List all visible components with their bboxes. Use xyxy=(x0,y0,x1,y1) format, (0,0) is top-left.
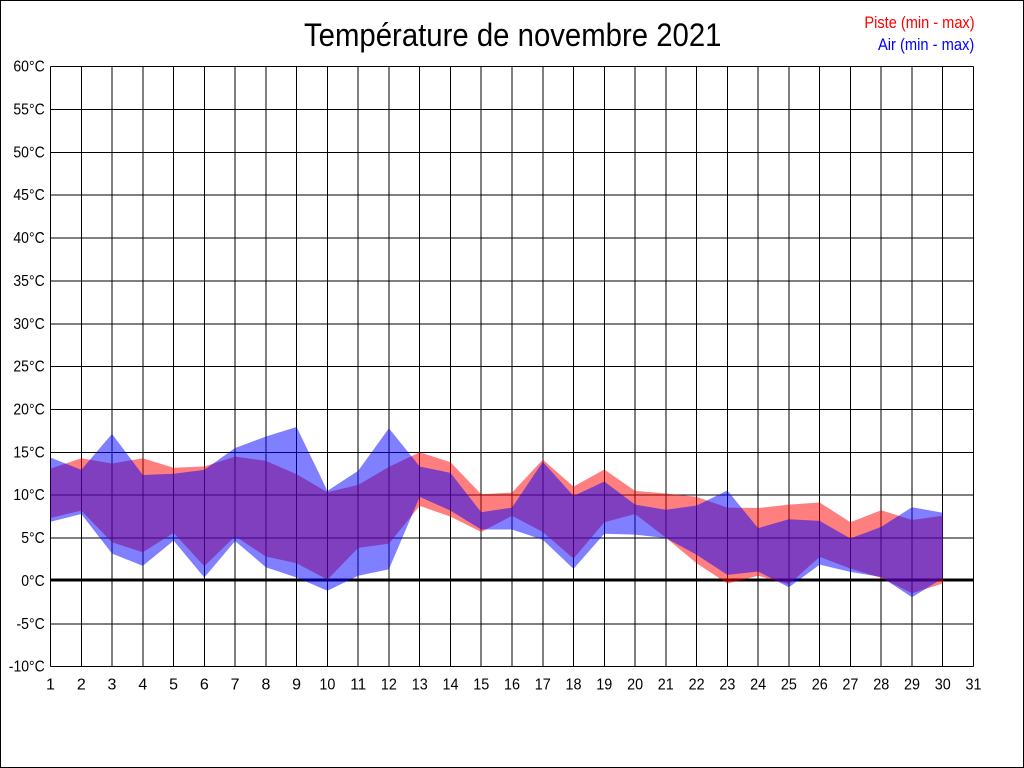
svg-text:18: 18 xyxy=(566,676,582,693)
svg-text:5: 5 xyxy=(169,676,178,693)
svg-text:25°C: 25°C xyxy=(13,359,44,376)
svg-text:-10°C: -10°C xyxy=(9,659,45,676)
svg-text:Température de novembre 2021: Température de novembre 2021 xyxy=(304,17,722,53)
svg-text:-5°C: -5°C xyxy=(17,616,45,633)
svg-text:20°C: 20°C xyxy=(13,402,44,419)
svg-text:24: 24 xyxy=(750,676,766,693)
svg-text:Air (min - max): Air (min - max) xyxy=(878,36,974,54)
svg-text:3: 3 xyxy=(108,676,117,693)
svg-text:17: 17 xyxy=(535,676,551,693)
svg-text:60°C: 60°C xyxy=(13,59,44,76)
svg-text:20: 20 xyxy=(627,676,643,693)
svg-text:29: 29 xyxy=(904,676,920,693)
svg-text:45°C: 45°C xyxy=(13,187,44,204)
svg-text:19: 19 xyxy=(596,676,612,693)
svg-text:2: 2 xyxy=(77,676,86,693)
svg-text:9: 9 xyxy=(292,676,301,693)
svg-text:1: 1 xyxy=(46,676,55,693)
svg-text:35°C: 35°C xyxy=(13,273,44,290)
svg-text:27: 27 xyxy=(842,676,858,693)
svg-text:14: 14 xyxy=(443,676,459,693)
svg-text:12: 12 xyxy=(381,676,397,693)
svg-text:50°C: 50°C xyxy=(13,144,44,161)
svg-text:11: 11 xyxy=(350,676,366,693)
svg-text:10°C: 10°C xyxy=(13,487,44,504)
svg-text:40°C: 40°C xyxy=(13,230,44,247)
svg-text:6: 6 xyxy=(200,676,209,693)
svg-text:15°C: 15°C xyxy=(13,444,44,461)
svg-text:5°C: 5°C xyxy=(21,530,45,547)
svg-text:31: 31 xyxy=(966,676,982,693)
svg-text:15: 15 xyxy=(473,676,489,693)
svg-text:55°C: 55°C xyxy=(13,102,44,119)
svg-text:8: 8 xyxy=(261,676,270,693)
svg-text:28: 28 xyxy=(873,676,889,693)
svg-text:13: 13 xyxy=(412,676,428,693)
svg-text:23: 23 xyxy=(719,676,735,693)
svg-text:16: 16 xyxy=(504,676,520,693)
svg-text:10: 10 xyxy=(319,676,335,693)
svg-text:0°C: 0°C xyxy=(21,573,45,590)
svg-text:7: 7 xyxy=(231,676,240,693)
svg-text:30: 30 xyxy=(935,676,951,693)
svg-text:26: 26 xyxy=(812,676,828,693)
svg-text:21: 21 xyxy=(658,676,674,693)
svg-text:4: 4 xyxy=(138,676,147,693)
svg-text:22: 22 xyxy=(689,676,705,693)
svg-text:Piste (min - max): Piste (min - max) xyxy=(864,14,974,32)
svg-text:25: 25 xyxy=(781,676,797,693)
svg-text:30°C: 30°C xyxy=(13,316,44,333)
